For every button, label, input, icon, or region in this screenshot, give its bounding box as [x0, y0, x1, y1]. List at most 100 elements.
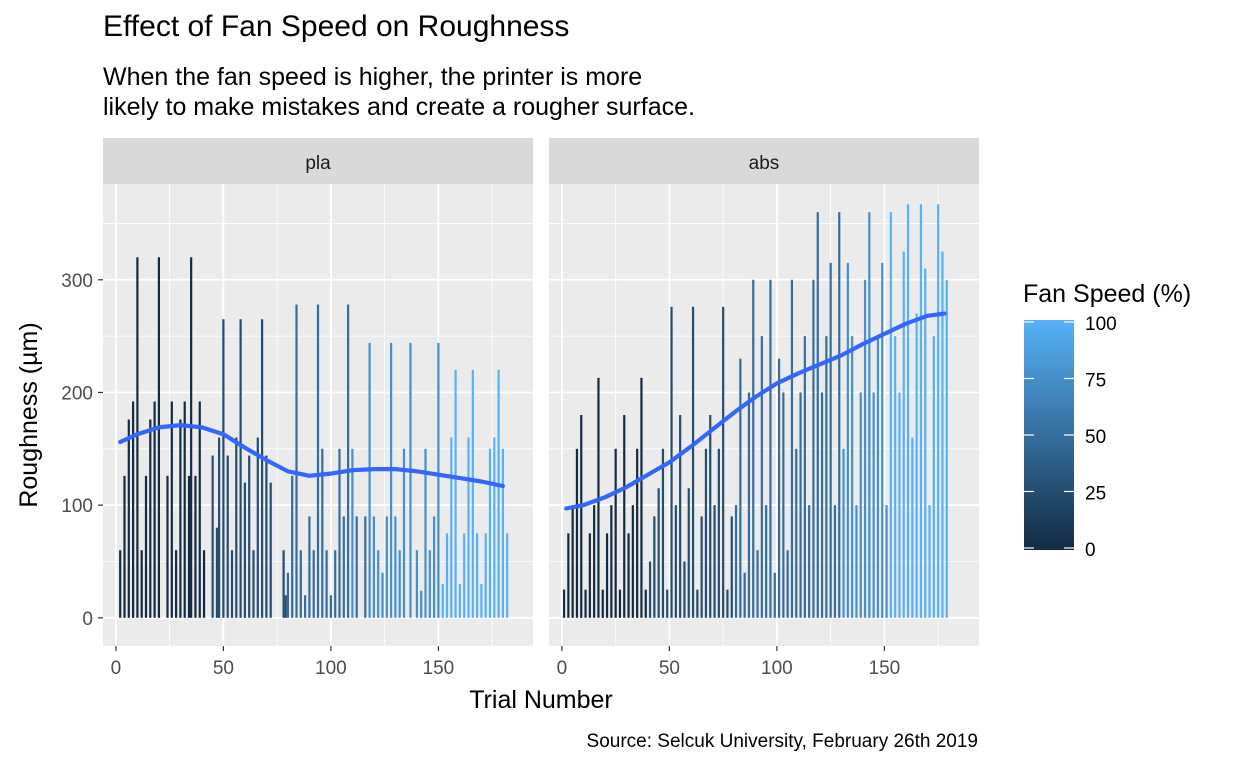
bar: [256, 437, 259, 618]
bar: [696, 589, 699, 618]
bar: [187, 475, 191, 618]
panel-pla: pla 0 50 100 150: [103, 138, 533, 679]
bar: [123, 475, 126, 618]
bar: [674, 505, 677, 618]
bar: [803, 336, 806, 618]
bar: [316, 304, 320, 618]
bar: [584, 589, 587, 618]
bar: [286, 572, 289, 618]
bar: [136, 257, 139, 618]
bar: [876, 336, 880, 618]
bar: [454, 369, 457, 618]
bar: [347, 304, 350, 618]
bar: [756, 550, 759, 618]
plot-panel-abs: [549, 184, 979, 646]
bar: [769, 279, 772, 618]
bar: [562, 589, 566, 618]
x-tick-label: 0: [111, 658, 122, 679]
x-axis-title: Trial Number: [469, 686, 613, 714]
bar: [722, 306, 725, 618]
bar: [610, 505, 613, 618]
facet-strip-pla: [103, 138, 533, 184]
bar: [661, 448, 665, 618]
bar: [640, 377, 643, 618]
bar: [820, 392, 824, 618]
bar: [467, 437, 470, 618]
bar: [653, 516, 656, 618]
bar: [450, 437, 453, 618]
bar: [398, 550, 401, 618]
bar: [687, 488, 690, 618]
bar: [312, 550, 315, 618]
legend-tick-label: 75: [1085, 371, 1106, 392]
legend-tick-label: 25: [1085, 484, 1106, 505]
smooth-trend-line: [564, 311, 947, 511]
bar: [790, 279, 794, 618]
bar: [941, 251, 944, 618]
bar: [493, 437, 496, 618]
facet-label-pla: pla: [305, 153, 331, 174]
bar: [846, 262, 849, 618]
bar: [153, 401, 156, 618]
bar: [239, 319, 242, 618]
bar: [222, 319, 225, 618]
bar: [119, 550, 122, 618]
bar: [261, 319, 264, 618]
bar: [666, 589, 669, 618]
bar: [777, 358, 781, 618]
bar: [480, 584, 483, 618]
bar: [855, 505, 858, 618]
bar: [501, 448, 504, 618]
bar: [282, 550, 285, 618]
bar: [881, 262, 884, 618]
bar: [284, 595, 287, 618]
bar: [627, 533, 630, 618]
bar: [441, 584, 444, 618]
bar: [211, 455, 214, 618]
bar: [713, 505, 716, 618]
x-tick-label: 100: [761, 658, 793, 679]
bar: [132, 401, 135, 618]
bar: [717, 448, 720, 618]
bar: [226, 455, 229, 618]
bar: [601, 589, 604, 618]
y-tick-label: 100: [61, 496, 93, 517]
bar: [786, 550, 789, 618]
x-tick-label: 50: [659, 658, 680, 679]
bar: [476, 533, 479, 618]
bar: [402, 448, 406, 618]
bar: [144, 475, 148, 618]
y-tick-label: 0: [82, 609, 93, 630]
bar: [342, 516, 345, 618]
legend-tick-label: 50: [1085, 427, 1106, 448]
bar: [157, 257, 160, 618]
bar: [885, 505, 888, 618]
bar: [734, 505, 738, 618]
bar: [648, 561, 652, 618]
bar: [683, 561, 686, 618]
bar: [190, 257, 193, 618]
bar: [458, 584, 461, 618]
bar: [183, 401, 186, 618]
bar: [198, 401, 201, 618]
bar: [424, 448, 427, 618]
bar: [833, 505, 837, 618]
y-tick-label: 200: [61, 383, 93, 404]
subtitle-line-2: likely to make mistakes and create a rou…: [103, 93, 695, 121]
bar: [739, 358, 742, 618]
bar: [644, 589, 647, 618]
bar: [773, 572, 776, 618]
bar: [409, 342, 412, 618]
bar: [351, 448, 354, 618]
bar: [868, 212, 871, 618]
bar: [915, 313, 918, 618]
bar: [580, 415, 583, 618]
bar: [428, 550, 431, 618]
bar: [235, 437, 238, 618]
bar: [175, 550, 178, 618]
bar: [726, 589, 729, 618]
bar: [679, 415, 682, 618]
facet-label-abs: abs: [749, 153, 780, 174]
x-tick-label: 100: [315, 658, 347, 679]
bar: [377, 550, 380, 618]
